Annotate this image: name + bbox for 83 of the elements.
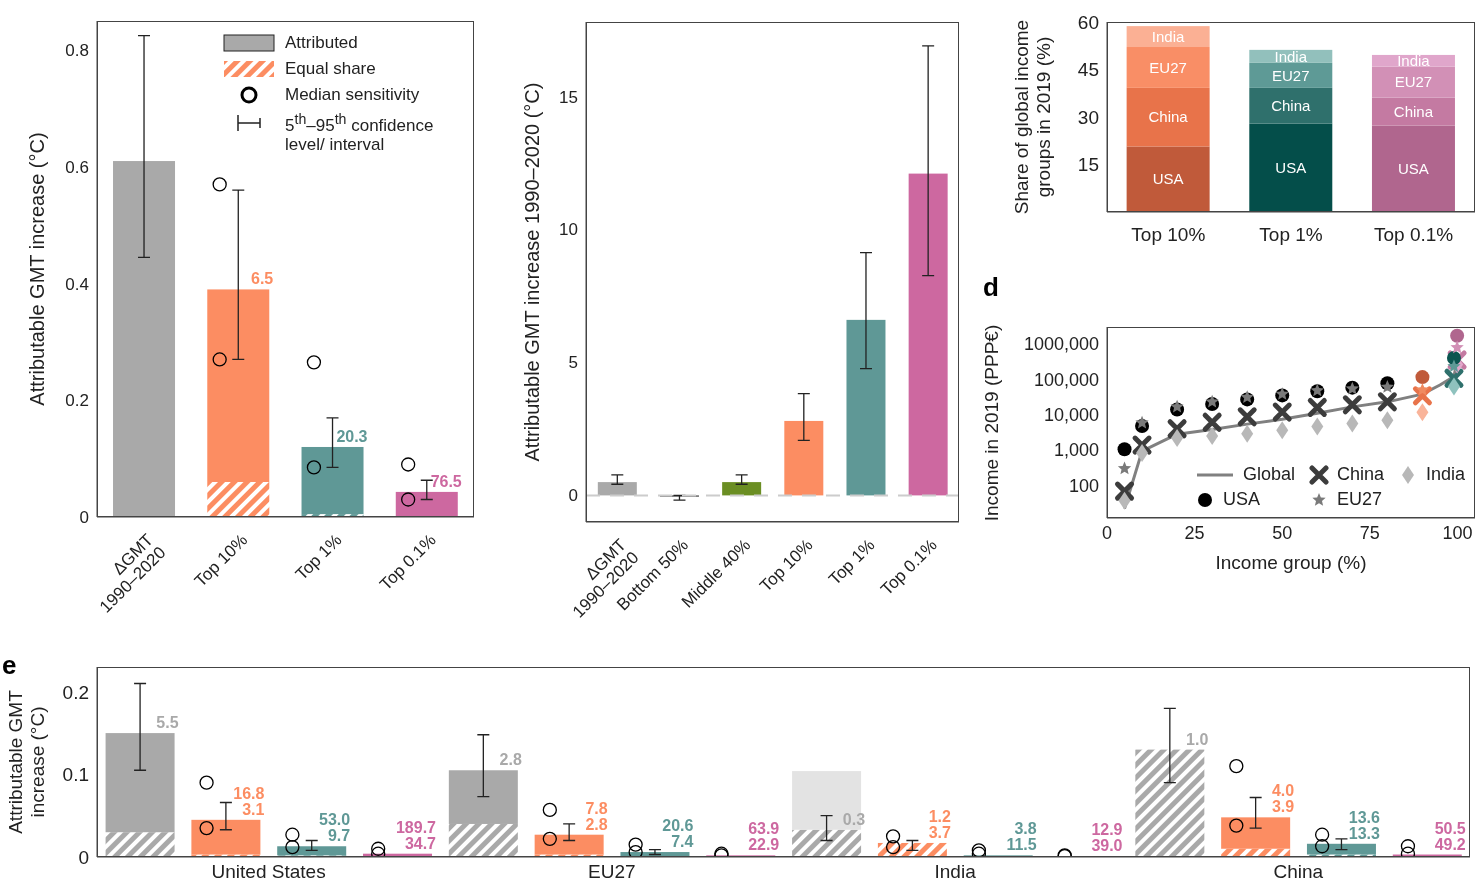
y-axis-title: Attributable GMT increase 1990–2020 (°C) — [520, 81, 544, 464]
y-tick-label: 0.4 — [65, 274, 89, 294]
y-tick-label: 1,000 — [1053, 440, 1099, 461]
annotation: 3.8 11.5 — [1006, 820, 1037, 854]
y-tick-label: 0.2 — [62, 681, 89, 703]
annotation: 2.8 — [499, 751, 522, 769]
series-label: China — [1393, 102, 1434, 120]
y-tick-label: 0.6 — [65, 157, 89, 177]
annotation: 12.9 39.0 — [1091, 821, 1123, 855]
x-tick-label: 50 — [1272, 522, 1293, 543]
text: India — [933, 861, 977, 883]
text: EU27 — [1149, 58, 1187, 76]
text: USA — [1398, 160, 1429, 178]
y-tick-label: 15 — [559, 87, 578, 107]
y-tick-label: 5 — [568, 353, 578, 373]
text: EU27 — [587, 861, 637, 883]
x-tick-label: Top 10% — [1131, 224, 1206, 245]
y-tick-label: 30 — [1077, 106, 1099, 128]
text: China — [1272, 861, 1325, 883]
annotation: 1.2 3.7 — [928, 807, 951, 841]
series-label: EU27 — [1272, 66, 1310, 84]
y-tick-label: 60 — [1077, 11, 1099, 33]
text: EU27 — [1394, 73, 1433, 91]
legend-label: Median sensitivity — [285, 85, 420, 105]
annotation: 50.5 49.2 — [1434, 819, 1466, 853]
text: China — [1271, 97, 1311, 115]
series-label: India — [1151, 27, 1186, 45]
text: India — [1274, 47, 1308, 65]
y-tick-label: 10 — [559, 220, 578, 240]
annotation: 1.0 — [1186, 730, 1209, 748]
y-tick-label: 1000,000 — [1023, 334, 1099, 355]
y-tick-label: 45 — [1077, 59, 1099, 81]
x-tick-label: Top 1% — [291, 530, 346, 584]
annotation: 4.0 3.9 — [1271, 782, 1295, 816]
chart-title: d — [983, 272, 999, 303]
x-tick-label: 75 — [1359, 522, 1380, 543]
y-tick-label: 0.1 — [62, 764, 89, 786]
annotation: 53.0 9.7 — [319, 811, 351, 845]
y-tick-label: 0 — [79, 508, 89, 528]
annotation: 0.3 — [842, 810, 866, 828]
y-tick-label: 0.2 — [65, 391, 89, 411]
y-axis-title: Share of global income groups in 2019 (%) — [1011, 18, 1055, 217]
annotation: 20.6 7.4 — [662, 817, 694, 851]
legend-label: China — [1336, 464, 1384, 485]
annotation: 20.3 — [336, 427, 368, 445]
x-tick-label: Top 1% — [1259, 224, 1323, 245]
x-tick-label: 25 — [1184, 522, 1205, 543]
text: United States — [210, 861, 327, 883]
legend-label: India — [1425, 464, 1465, 485]
annotation: 5.5 — [156, 714, 179, 732]
y-tick-label: 0 — [78, 846, 89, 868]
annotation: 6.5 — [251, 270, 274, 288]
legend-label: Equal share — [285, 59, 376, 79]
legend-label: USA — [1222, 489, 1260, 510]
y-axis-title: Attributable GMT increase (°C) — [5, 690, 48, 834]
annotation: 76.5 — [430, 472, 462, 490]
annotation: 7.8 2.8 — [585, 799, 608, 833]
y-tick-label: 0 — [568, 486, 578, 506]
annotation: 189.7 34.7 — [395, 818, 437, 852]
x-axis-title: Income group (%) — [1214, 552, 1368, 574]
x-tick-label: Top 1% — [825, 535, 879, 589]
y-tick-label: 15 — [1077, 154, 1099, 176]
x-tick-label: 100 — [1442, 522, 1473, 543]
y-tick-label: 100 — [1068, 475, 1099, 496]
y-axis-title: Income in 2019 (PPP€) — [981, 324, 1003, 521]
text: India — [1397, 52, 1430, 70]
y-axis-title: Attributable GMT increase (°C) — [25, 131, 49, 408]
annotation: 5$^{th}$–95$^{th}$ confidence level/ interval — [285, 111, 435, 155]
annotation: 16.8 3.1 — [233, 784, 265, 818]
y-tick-label: 100,000 — [1033, 369, 1099, 390]
x-tick-label: Top 0.1% — [1374, 224, 1454, 245]
legend-label: Attributed — [285, 33, 358, 53]
series-label: USA — [1152, 170, 1184, 188]
x-tick-label: 0 — [1101, 522, 1113, 543]
legend-label: Global — [1242, 464, 1295, 485]
annotation: 13.6 13.3 — [1348, 808, 1381, 842]
chart-title: e — [2, 650, 17, 681]
legend-label: EU27 — [1336, 489, 1382, 510]
annotation: 63.9 22.9 — [748, 820, 780, 854]
y-tick-label: 0.8 — [65, 41, 89, 61]
y-tick-label: 10,000 — [1043, 405, 1099, 426]
text: USA — [1275, 159, 1307, 177]
text: China — [1148, 108, 1188, 126]
